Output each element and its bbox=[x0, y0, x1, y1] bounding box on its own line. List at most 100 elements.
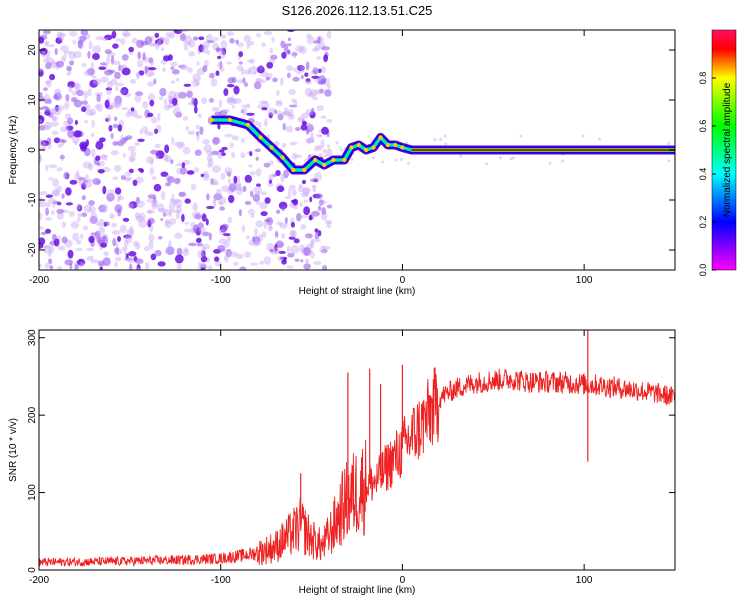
noise-blob bbox=[128, 51, 134, 55]
noise-blob bbox=[220, 152, 226, 157]
noise-blob bbox=[151, 116, 158, 124]
noise-blob bbox=[77, 213, 83, 218]
noise-blob bbox=[276, 185, 285, 193]
noise-blob bbox=[81, 195, 86, 201]
noise-blob bbox=[485, 162, 488, 166]
noise-blob bbox=[115, 82, 125, 87]
noise-blob bbox=[247, 59, 254, 63]
tone-peak bbox=[349, 145, 354, 150]
snr-series-line bbox=[39, 367, 675, 568]
noise-blob bbox=[95, 230, 101, 240]
noise-blob bbox=[105, 221, 110, 227]
colorbar-tick-label: 0.8 bbox=[698, 72, 708, 85]
tone-peak bbox=[269, 145, 274, 150]
noise-blob bbox=[124, 240, 129, 248]
noise-blob bbox=[202, 231, 210, 237]
noise-blob bbox=[115, 85, 119, 92]
noise-blob bbox=[275, 100, 283, 104]
noise-blob bbox=[165, 182, 171, 187]
noise-blob bbox=[178, 64, 186, 69]
noise-blob bbox=[208, 98, 215, 103]
noise-blob bbox=[95, 35, 105, 41]
noise-blob bbox=[283, 169, 289, 179]
noise-blob bbox=[317, 205, 322, 211]
noise-blob bbox=[166, 104, 175, 109]
noise-blob bbox=[247, 208, 256, 216]
noise-blob bbox=[154, 32, 160, 39]
noise-blob bbox=[39, 155, 43, 163]
noise-blob bbox=[280, 40, 286, 49]
noise-blob bbox=[302, 186, 311, 194]
noise-blob bbox=[162, 209, 171, 216]
noise-blob bbox=[56, 212, 64, 220]
noise-blob bbox=[116, 100, 123, 108]
noise-blob bbox=[304, 233, 313, 239]
noise-blob bbox=[194, 167, 200, 173]
noise-blob bbox=[293, 238, 300, 244]
y-tick-label: -10 bbox=[27, 192, 38, 207]
noise-blob bbox=[178, 191, 186, 197]
noise-blob bbox=[168, 90, 177, 100]
noise-blob bbox=[175, 111, 183, 118]
noise-blob bbox=[106, 193, 115, 202]
noise-blob bbox=[238, 51, 244, 58]
noise-blob bbox=[71, 90, 78, 96]
noise-blob bbox=[147, 93, 156, 102]
noise-blob bbox=[249, 65, 258, 75]
noise-blob bbox=[168, 218, 177, 225]
noise-blob bbox=[227, 97, 235, 106]
noise-blob bbox=[233, 261, 239, 267]
tone-peak bbox=[331, 157, 336, 163]
noise-blob bbox=[61, 139, 67, 144]
spectrogram-noise bbox=[39, 30, 671, 270]
colorbar-ticks: 0.0 0.2 0.4 0.6 0.8 bbox=[698, 72, 716, 276]
noise-blob bbox=[281, 205, 286, 212]
noise-blob bbox=[218, 201, 223, 206]
noise-blob bbox=[101, 154, 108, 161]
noise-blob bbox=[317, 80, 326, 85]
noise-blob bbox=[39, 191, 48, 196]
noise-blob bbox=[98, 204, 107, 213]
noise-blob bbox=[99, 137, 106, 143]
noise-blob bbox=[283, 107, 289, 115]
noise-blob bbox=[128, 155, 136, 163]
noise-blob bbox=[240, 267, 245, 270]
noise-blob bbox=[253, 71, 257, 75]
noise-blob bbox=[158, 96, 164, 101]
noise-blob bbox=[39, 226, 44, 230]
noise-blob bbox=[45, 164, 49, 172]
noise-blob bbox=[320, 139, 325, 148]
noise-blob bbox=[172, 200, 178, 205]
noise-blob bbox=[206, 50, 210, 55]
noise-blob bbox=[135, 72, 141, 77]
y-tick-label: 300 bbox=[27, 329, 38, 346]
tone-peak bbox=[363, 147, 369, 153]
noise-blob bbox=[154, 128, 158, 134]
noise-blob bbox=[81, 106, 87, 113]
noise-blob bbox=[54, 48, 58, 55]
noise-blob bbox=[68, 85, 73, 93]
noise-blob bbox=[135, 243, 141, 250]
noise-blob bbox=[221, 223, 229, 230]
noise-blob bbox=[319, 245, 327, 254]
noise-blob bbox=[261, 42, 266, 48]
noise-blob bbox=[223, 88, 229, 97]
noise-blob bbox=[165, 246, 175, 256]
noise-blob bbox=[218, 149, 225, 153]
noise-blob bbox=[167, 34, 176, 39]
noise-blob bbox=[150, 253, 157, 261]
tone-peak bbox=[313, 157, 318, 163]
noise-blob bbox=[240, 68, 245, 76]
colorbar-gradient bbox=[712, 30, 736, 270]
noise-blob bbox=[178, 93, 186, 99]
noise-blob bbox=[309, 196, 313, 203]
noise-blob bbox=[249, 151, 253, 157]
snr-plot-area bbox=[39, 330, 675, 568]
noise-blob bbox=[88, 235, 95, 244]
noise-blob bbox=[145, 156, 154, 164]
noise-blob bbox=[74, 82, 81, 92]
noise-blob bbox=[310, 238, 315, 245]
noise-blob bbox=[44, 121, 53, 130]
noise-blob bbox=[170, 66, 175, 70]
